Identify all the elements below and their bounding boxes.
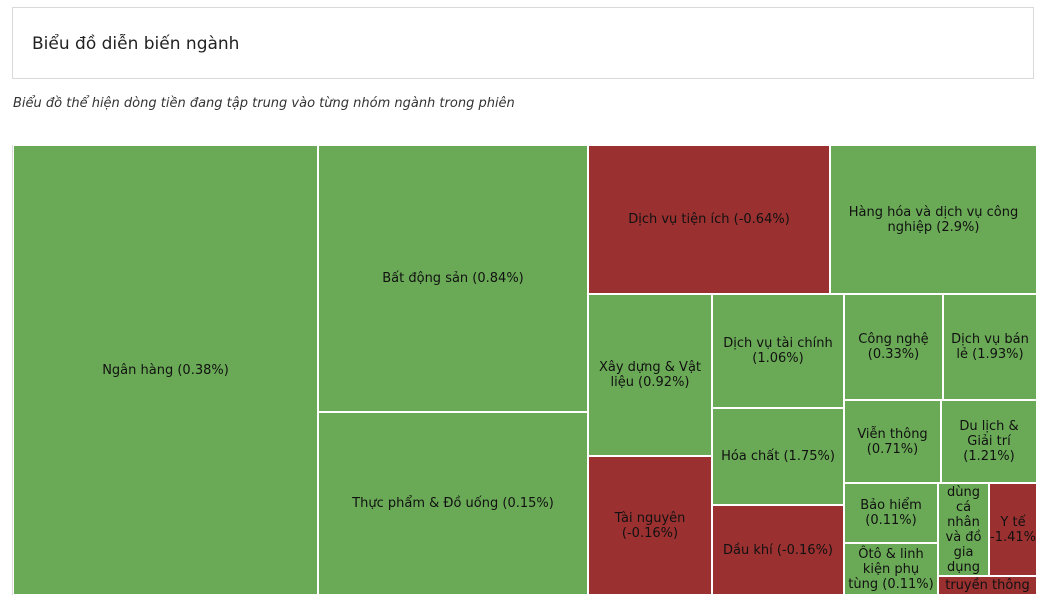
chart-subtitle: Biểu đồ thể hiện dòng tiền đang tập trun… bbox=[13, 96, 515, 111]
treemap-cell-y-te[interactable]: Y tế (-1.41%) bbox=[989, 483, 1037, 576]
treemap-cell-label: truyền thông bbox=[945, 578, 1030, 593]
treemap-cell-thuc-pham-do-uong[interactable]: Thực phẩm & Đồ uống (0.15%) bbox=[318, 412, 588, 595]
treemap-cell-dich-vu-tai-chinh[interactable]: Dịch vụ tài chính (1.06%) bbox=[712, 294, 844, 408]
treemap-cell-label: Dịch vụ bán lẻ (1.93%) bbox=[951, 332, 1029, 362]
treemap-cell-label: Đồ dùng cá nhân và đồ gia dụng (0.56%) bbox=[939, 484, 988, 575]
treemap-cell-label: Xây dựng & Vật liệu (0.92%) bbox=[598, 360, 702, 390]
treemap-cell-bat-dong-san[interactable]: Bất động sản (0.84%) bbox=[318, 145, 588, 412]
treemap-cell-label: Bảo hiểm (0.11%) bbox=[860, 498, 922, 528]
treemap-cell-label: Ngân hàng (0.38%) bbox=[102, 362, 229, 378]
treemap-cell-label: Tài nguyên (-0.16%) bbox=[614, 510, 686, 541]
treemap-cell-label: Hóa chất (1.75%) bbox=[721, 449, 835, 464]
treemap-cell-label: Dịch vụ tài chính (1.06%) bbox=[723, 336, 833, 366]
treemap-cell-label: Hàng hóa và dịch vụ công nghiệp (2.9%) bbox=[848, 204, 1019, 235]
treemap-cell-ngan-hang[interactable]: Ngân hàng (0.38%) bbox=[13, 145, 318, 595]
treemap-cell-hoa-chat[interactable]: Hóa chất (1.75%) bbox=[712, 408, 844, 505]
treemap-cell-oto-linh-kien-phu-tung[interactable]: Ôtô & linh kiện phụ tùng (0.11%) bbox=[844, 543, 938, 595]
treemap-cell-hang-hoa-va-dich-vu-cong-nghiep[interactable]: Hàng hóa và dịch vụ công nghiệp (2.9%) bbox=[830, 145, 1037, 294]
treemap-cell-label: Viễn thông (0.71%) bbox=[857, 426, 928, 457]
treemap-cell-label: Y tế (-1.41%) bbox=[990, 514, 1036, 545]
treemap-cell-label: Thực phẩm & Đồ uống (0.15%) bbox=[352, 496, 554, 511]
treemap-cell-label: Công nghệ (0.33%) bbox=[858, 332, 929, 362]
treemap-cell-label: Dịch vụ tiện ích (-0.64%) bbox=[628, 212, 790, 227]
treemap-cell-bao-hiem[interactable]: Bảo hiểm (0.11%) bbox=[844, 483, 938, 543]
treemap-cell-do-dung-ca-nhan-va-do-gia-dung[interactable]: Đồ dùng cá nhân và đồ gia dụng (0.56%) bbox=[938, 483, 989, 576]
treemap-cell-vien-thong[interactable]: Viễn thông (0.71%) bbox=[844, 400, 941, 483]
treemap-cell-xay-dung-vat-lieu[interactable]: Xây dựng & Vật liệu (0.92%) bbox=[588, 294, 712, 456]
treemap-cell-du-lich-giai-tri[interactable]: Du lịch & Giải trí (1.21%) bbox=[941, 400, 1037, 483]
treemap-cell-dich-vu-tien-ich[interactable]: Dịch vụ tiện ích (-0.64%) bbox=[588, 145, 830, 294]
treemap-cell-truyen-thong[interactable]: truyền thông bbox=[938, 576, 1037, 595]
header-panel: Biểu đồ diễn biến ngành bbox=[12, 7, 1034, 79]
treemap-cell-cong-nghe[interactable]: Công nghệ (0.33%) bbox=[844, 294, 943, 400]
treemap-cell-dich-vu-ban-le[interactable]: Dịch vụ bán lẻ (1.93%) bbox=[943, 294, 1037, 400]
treemap-cell-dau-khi[interactable]: Dầu khí (-0.16%) bbox=[712, 505, 844, 595]
treemap-cell-tai-nguyen[interactable]: Tài nguyên (-0.16%) bbox=[588, 456, 712, 595]
sector-treemap: Ngân hàng (0.38%) Bất động sản (0.84%) Thự… bbox=[12, 145, 1037, 595]
page-title: Biểu đồ diễn biến ngành bbox=[32, 34, 240, 54]
treemap-cell-label: Dầu khí (-0.16%) bbox=[723, 542, 833, 558]
treemap-cell-label: Bất động sản (0.84%) bbox=[382, 271, 524, 286]
treemap-cell-label: Du lịch & Giải trí (1.21%) bbox=[959, 419, 1019, 464]
treemap-cell-label: Ôtô & linh kiện phụ tùng (0.11%) bbox=[848, 546, 934, 592]
